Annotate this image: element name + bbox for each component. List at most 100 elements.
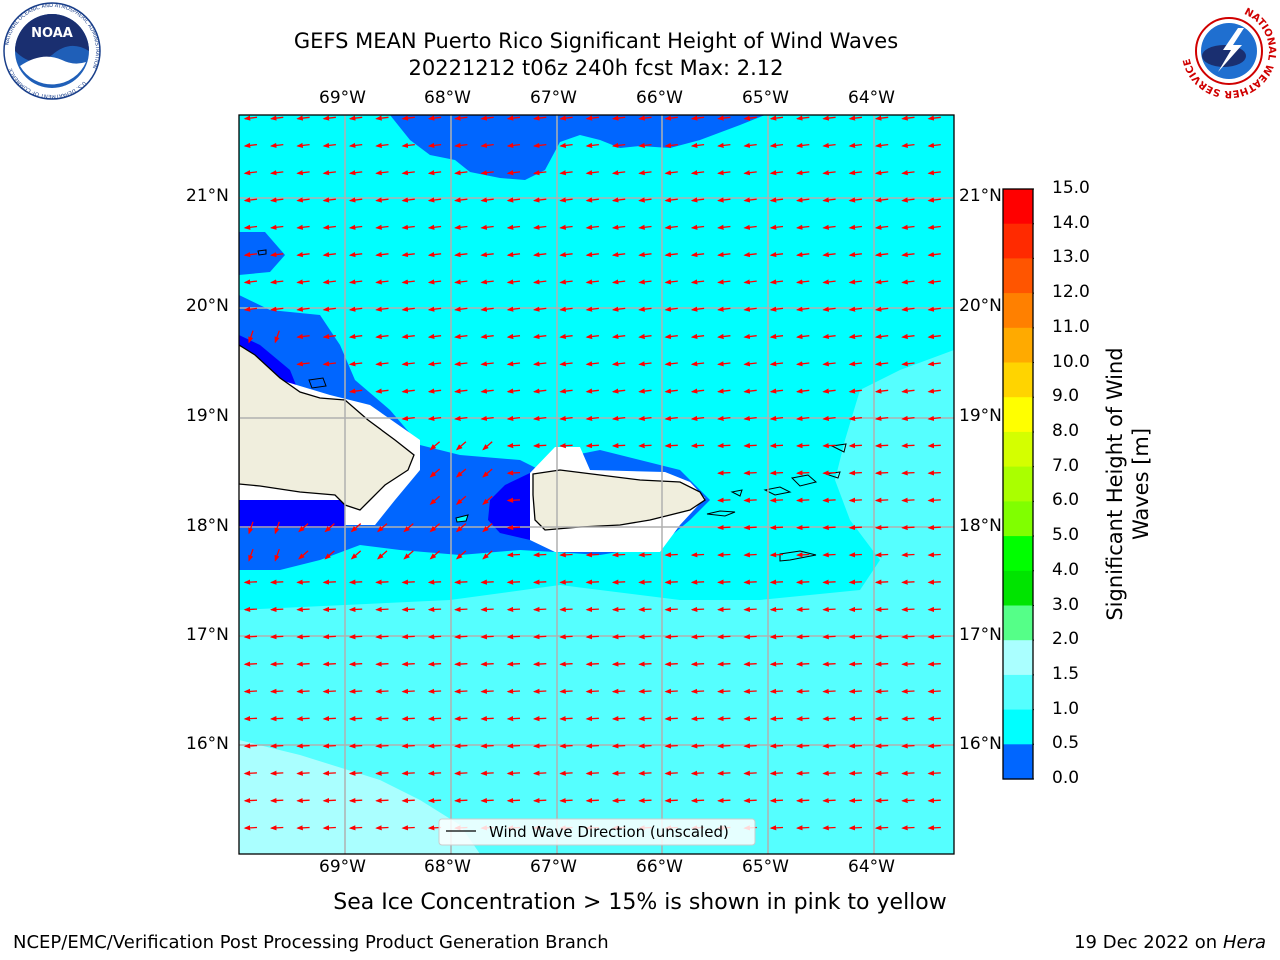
wave-direction-arrow	[454, 388, 468, 394]
wave-direction-arrow	[533, 306, 547, 312]
lon-label-bottom-68w: 68°W	[424, 857, 471, 877]
wave-direction-arrow	[611, 115, 626, 121]
wave-direction-arrow	[322, 115, 336, 121]
wave-direction-arrow	[927, 279, 941, 285]
wave-direction-arrow	[901, 333, 915, 340]
colorbar-tick-label: 14.0	[1052, 212, 1090, 233]
wave-direction-arrow	[611, 443, 626, 449]
wave-direction-arrow	[480, 415, 494, 421]
wave-direction-arrow	[243, 115, 258, 121]
wave-direction-arrow	[664, 197, 678, 203]
wave-direction-arrow	[585, 170, 599, 176]
wave-direction-arrow	[533, 634, 547, 640]
footer-machine: Hera	[1222, 932, 1266, 953]
wave-direction-arrow	[506, 497, 521, 503]
wave-direction-arrow	[585, 224, 599, 230]
wave-direction-arrow	[743, 142, 757, 148]
lat-label-right-16n: 16°N	[959, 734, 1002, 754]
chart-subtitle: 20221212 t06z 240h fcst Max: 2.12	[408, 56, 784, 80]
wave-direction-arrow	[454, 197, 468, 203]
wave-direction-arrow	[796, 606, 810, 613]
wave-direction-arrow	[480, 688, 494, 694]
wave-direction-arrow	[664, 797, 678, 804]
wave-direction-arrow	[454, 770, 468, 776]
wave-direction-arrow	[717, 688, 731, 694]
wave-direction-arrow	[664, 224, 678, 230]
wave-direction-arrow	[375, 716, 389, 722]
colorbar-band	[1003, 466, 1033, 502]
wave-direction-arrow	[927, 142, 941, 148]
wave-direction-arrow	[533, 797, 547, 804]
wave-direction-arrow	[874, 770, 889, 776]
wave-direction-arrow	[585, 716, 599, 722]
wave-direction-arrow	[480, 716, 494, 722]
wave-direction-arrow	[717, 197, 731, 203]
colorbar-tick-label: 1.5	[1052, 663, 1080, 684]
wave-direction-arrow	[743, 361, 757, 367]
wave-direction-arrow	[690, 361, 705, 367]
wave-direction-arrow	[480, 388, 494, 394]
colorbar-tick-label: 12.0	[1052, 282, 1090, 303]
wave-direction-arrow	[927, 361, 941, 367]
wave-direction-arrow	[454, 579, 468, 585]
wave-direction-arrow	[796, 524, 810, 531]
wave-direction-arrow	[743, 497, 757, 503]
wave-direction-arrow	[454, 606, 468, 613]
wave-direction-arrow	[296, 606, 310, 613]
wave-direction-arrow	[690, 197, 705, 203]
wave-direction-arrow	[427, 661, 442, 667]
wave-direction-arrow	[506, 797, 521, 804]
wave-direction-arrow	[874, 606, 889, 613]
wave-direction-arrow	[480, 279, 494, 285]
wave-direction-arrow	[559, 279, 573, 285]
colorbar-band	[1003, 258, 1033, 294]
wave-direction-arrow	[717, 524, 731, 531]
wave-direction-arrow	[454, 142, 468, 148]
footer-branch: NCEP/EMC/Verification Post Processing Pr…	[13, 932, 609, 953]
wave-direction-arrow	[822, 688, 836, 694]
wave-direction-arrow	[480, 770, 494, 776]
wave-direction-arrow	[796, 552, 810, 558]
wave-direction-arrow	[690, 716, 705, 722]
colorbar-band	[1003, 431, 1033, 468]
wave-direction-arrow	[559, 579, 573, 585]
wave-direction-arrow	[585, 415, 599, 421]
wave-direction-arrow	[427, 716, 442, 722]
wave-direction-arrow	[274, 548, 280, 562]
wave-direction-arrow	[638, 797, 652, 804]
wave-direction-arrow	[664, 743, 678, 749]
wave-direction-arrow	[901, 470, 915, 476]
wave-direction-arrow	[796, 497, 810, 503]
wave-direction-arrow	[822, 388, 836, 394]
wave-direction-arrow	[822, 170, 836, 176]
wave-direction-arrow	[506, 170, 521, 176]
wave-direction-arrow	[901, 142, 915, 148]
lon-label-top-66w: 66°W	[636, 88, 683, 108]
wave-direction-arrow	[717, 388, 731, 394]
wave-direction-arrow	[585, 552, 599, 558]
wave-direction-arrow	[927, 197, 941, 203]
wave-direction-arrow	[375, 797, 389, 804]
wave-direction-arrow	[717, 115, 731, 121]
wave-direction-arrow	[611, 333, 626, 340]
wave-direction-arrow	[454, 252, 468, 258]
wave-direction-arrow	[427, 606, 442, 613]
wave-direction-arrow	[348, 688, 363, 694]
wave-direction-arrow	[848, 579, 862, 585]
wave-direction-arrow	[270, 770, 284, 776]
wave-direction-arrow	[482, 441, 493, 451]
wave-direction-arrow	[874, 825, 889, 831]
wave-direction-arrow	[480, 142, 494, 148]
wave-direction-arrow	[743, 224, 757, 230]
wave-direction-arrow	[270, 197, 284, 203]
wave-direction-arrow	[401, 770, 415, 776]
wave-direction-arrow	[927, 497, 941, 503]
wave-direction-arrow	[874, 197, 889, 203]
wave-direction-arrow	[690, 770, 705, 776]
wave-direction-arrow	[690, 252, 705, 258]
wave-direction-arrow	[243, 825, 258, 831]
lat-label-left-17n: 17°N	[186, 625, 229, 645]
wave-direction-arrow	[296, 252, 310, 258]
wave-direction-arrow	[427, 115, 442, 121]
wave-direction-arrow	[901, 552, 915, 558]
